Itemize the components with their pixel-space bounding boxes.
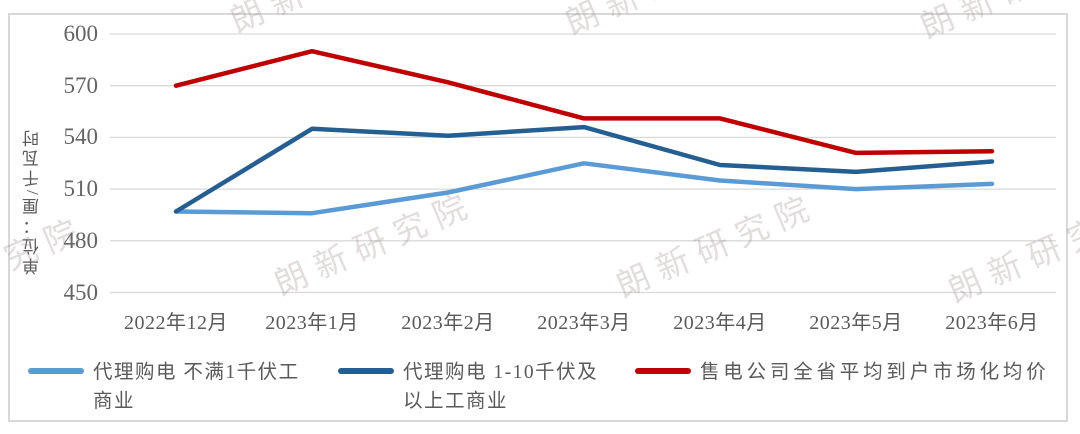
- chart-panel-border: [8, 13, 1068, 422]
- gridlines: [110, 33, 1056, 294]
- x-tick-label: 2023年1月: [265, 312, 359, 334]
- y-tick-label: 540: [63, 124, 99, 150]
- y-tick-label: 450: [63, 279, 99, 305]
- y-tick-label: 600: [63, 21, 99, 46]
- series-line-2: [173, 48, 995, 156]
- legend-swatch-red-line: [635, 368, 691, 374]
- series-line-0: [173, 161, 995, 216]
- x-tick-label: 2022年12月: [124, 312, 228, 334]
- x-tick-label: 2023年6月: [945, 312, 1039, 334]
- legend-label-line: 以上工商业: [403, 391, 509, 412]
- legend-label-line: 代理购电 1-10千伏及: [403, 362, 599, 383]
- legend-swatch-light-blue-line: [28, 368, 84, 374]
- x-tick-label: 2023年5月: [809, 312, 903, 334]
- legend-label-line: 售电公司全省平均到户市场化均价: [700, 362, 1050, 383]
- legend-label-line: 代理购电 不满1千伏工: [93, 362, 300, 383]
- y-tick-label: 480: [63, 227, 99, 253]
- legend-swatch-dark-blue-line: [338, 368, 394, 374]
- series-line-1: [173, 124, 995, 214]
- legend-item-agency-1-10kv: 代理购电 1-10千伏及 以上工商业: [338, 358, 598, 416]
- legend-item-retail-avg-price: 售电公司全省平均到户市场化均价: [635, 358, 1050, 387]
- x-tick-label: 2023年3月: [537, 312, 631, 334]
- y-tick-label: 570: [63, 72, 99, 98]
- legend-item-agency-under-1kv: 代理购电 不满1千伏工 商业: [28, 358, 300, 416]
- x-tick-label: 2023年2月: [401, 312, 495, 334]
- y-tick-label: 510: [63, 176, 99, 202]
- x-tick-label: 2023年4月: [673, 312, 767, 334]
- legend-label-line: 商业: [93, 391, 136, 412]
- series-lines: [173, 48, 995, 216]
